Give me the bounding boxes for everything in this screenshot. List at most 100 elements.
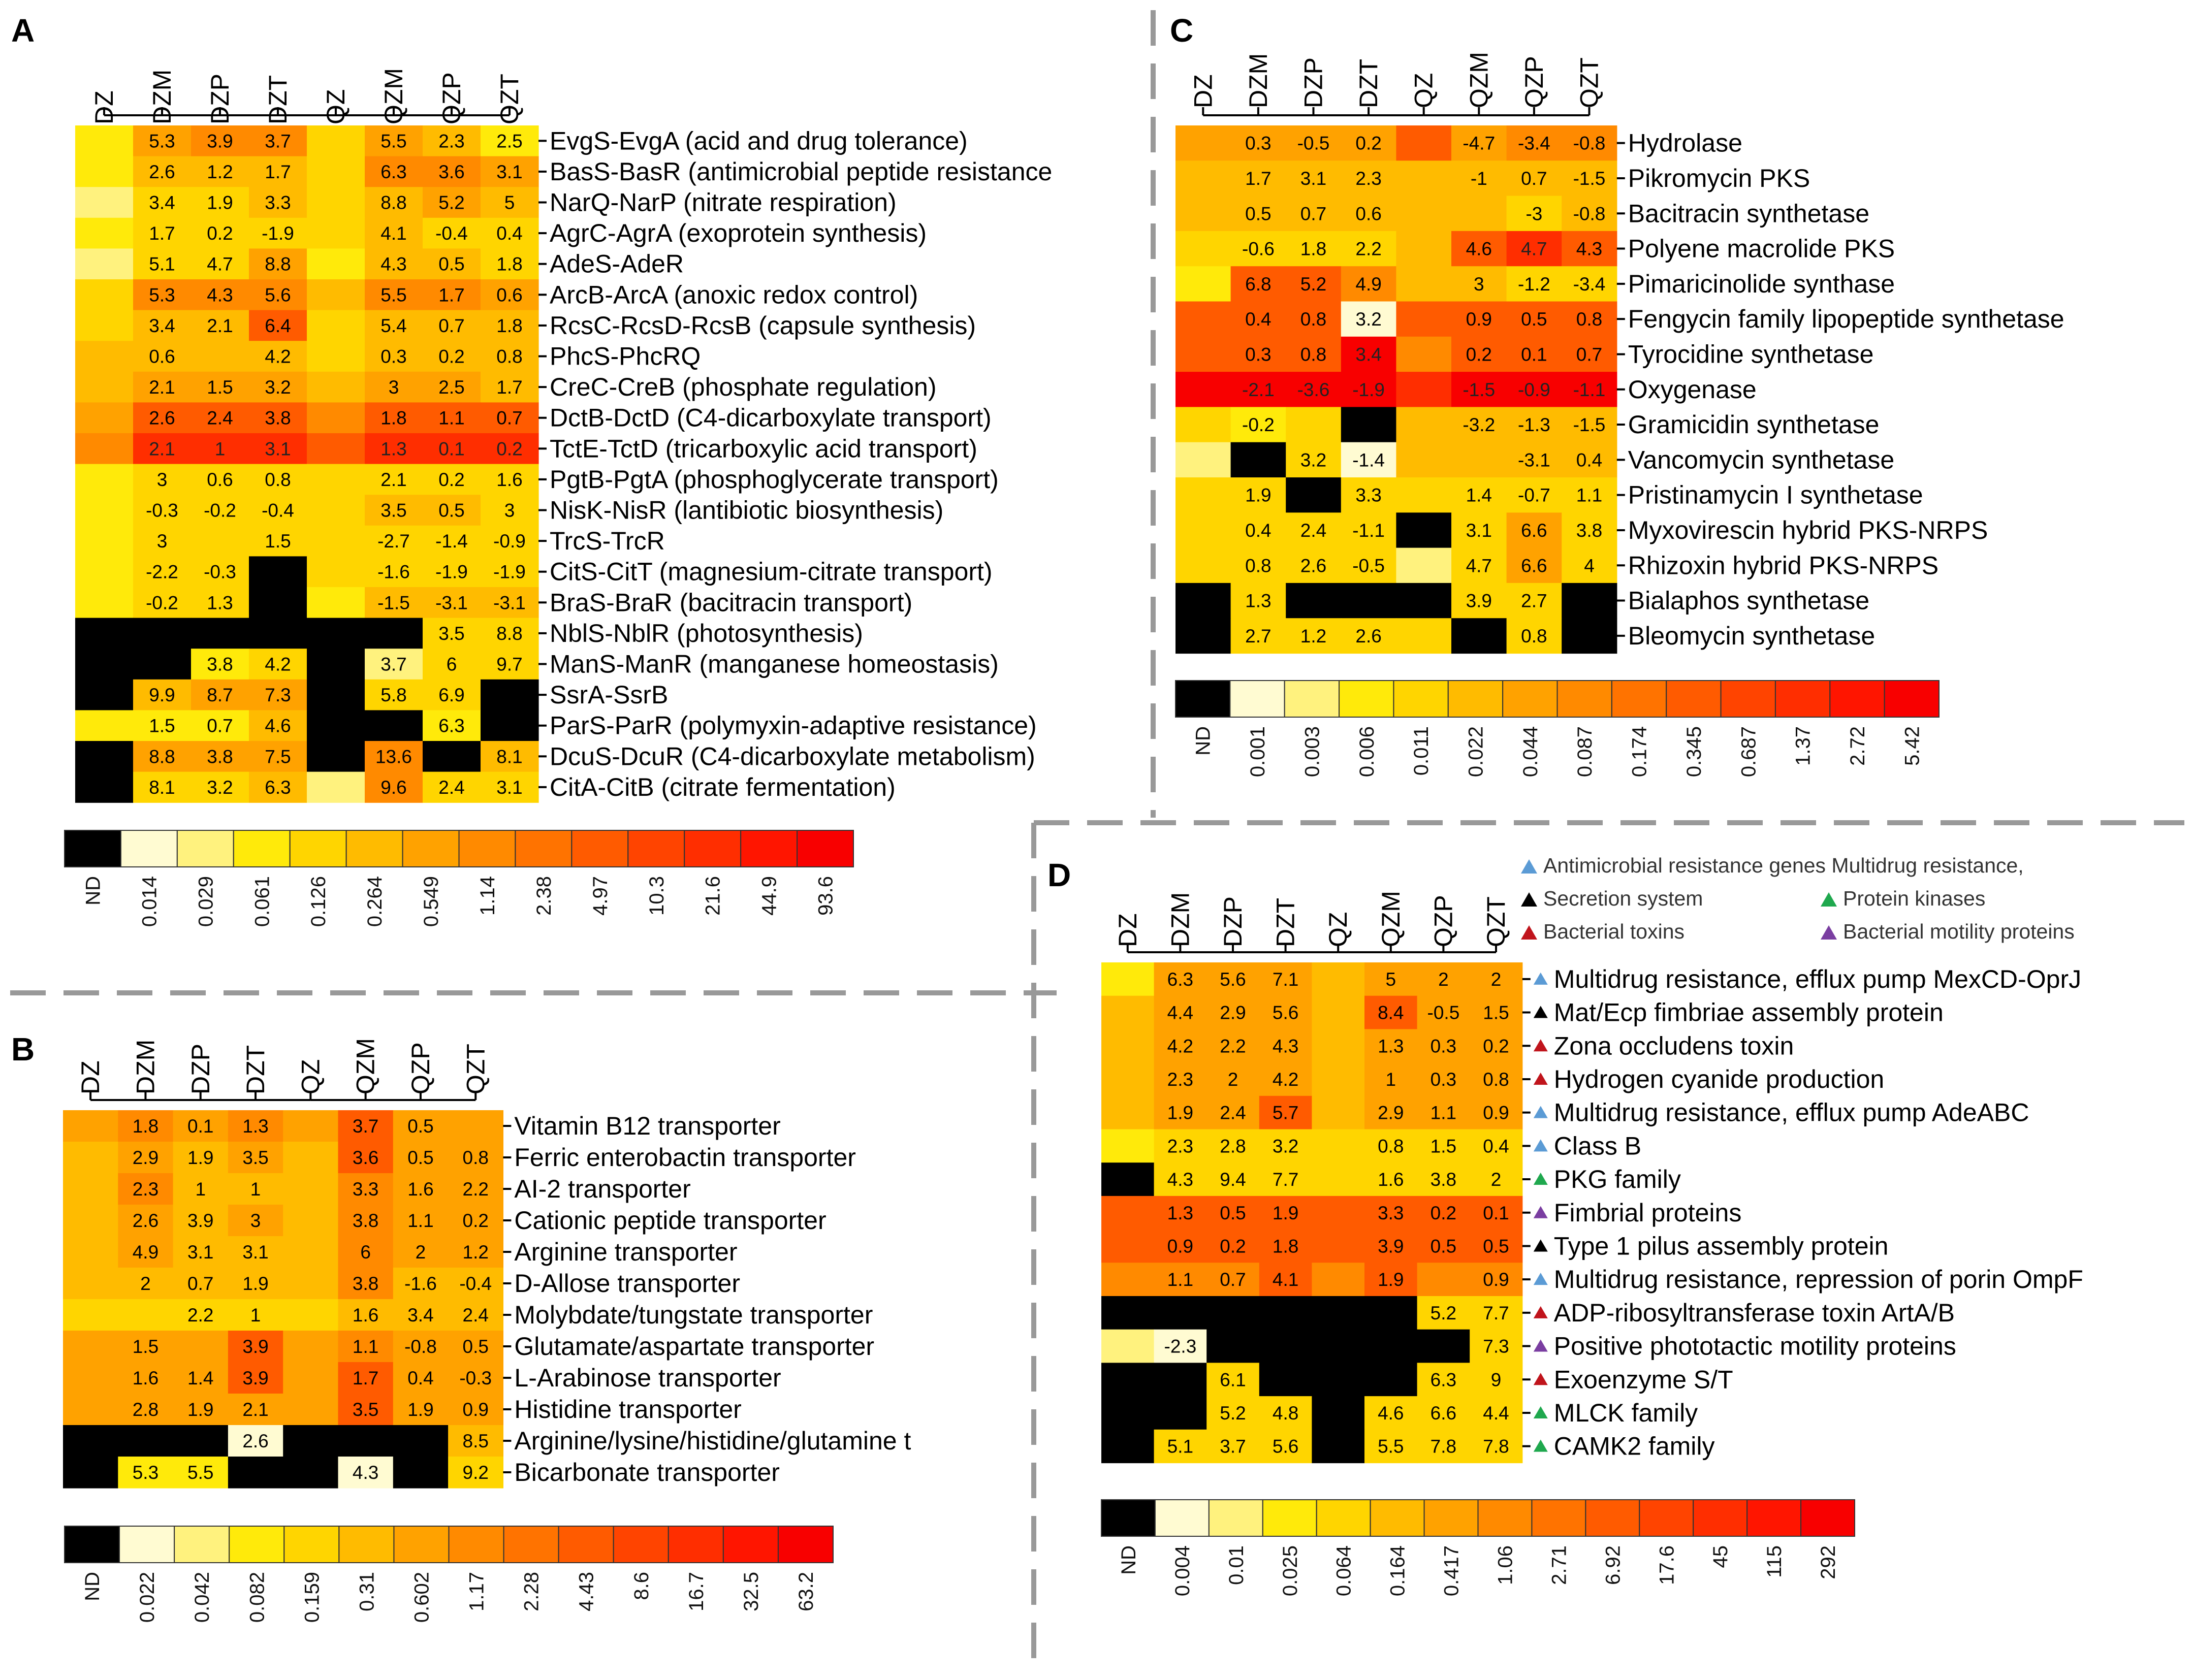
cell-value: -2.7	[377, 531, 410, 552]
cell-value: -1	[1471, 168, 1487, 189]
heatmap-cell	[307, 187, 365, 218]
legend-swatch	[1316, 1499, 1371, 1537]
heatmap-cell	[63, 1394, 118, 1426]
heatmap-cell	[365, 341, 423, 372]
heatmap-cell	[283, 1299, 339, 1331]
heatmap-cell	[1562, 125, 1617, 161]
cell-value: 4	[1584, 555, 1595, 576]
heatmap-cell	[1396, 196, 1452, 232]
heatmap-cell	[307, 125, 365, 157]
heatmap-cell	[1470, 1429, 1523, 1464]
heatmap-cell	[118, 1142, 174, 1174]
heatmap-cell	[1175, 231, 1231, 267]
legend-swatch	[1477, 1499, 1533, 1537]
heatmap-cell	[63, 1457, 118, 1489]
cell-value: 1.1	[1431, 1103, 1456, 1123]
heatmap-cell	[307, 741, 365, 772]
heatmap-cell	[1312, 1162, 1365, 1197]
cell-value: -0.7	[1518, 485, 1550, 506]
heatmap-cell	[481, 587, 539, 619]
heatmap-cell	[338, 1362, 394, 1394]
cell-value: 8.4	[1378, 1003, 1404, 1023]
legend-label: 93.6	[815, 876, 837, 916]
row-label: NisK-NisR (lantibiotic biosynthesis)	[550, 496, 943, 525]
heatmap-cell	[481, 741, 539, 772]
heatmap-cell	[249, 371, 307, 403]
heatmap-cell	[448, 1331, 503, 1363]
cell-value: 0.7	[187, 1273, 213, 1294]
cell-value: 0.2	[207, 223, 233, 244]
heatmap-cell	[1175, 583, 1231, 619]
legend-swatch	[1531, 1499, 1586, 1537]
heatmap-cell	[1230, 372, 1286, 407]
cell-value: 1.6	[407, 1179, 433, 1200]
heatmap-cell	[1417, 1429, 1470, 1464]
heatmap-cell	[1206, 1429, 1260, 1464]
cell-value: 1.4	[1466, 485, 1492, 506]
heatmap-cell	[191, 156, 249, 187]
heatmap-cell	[393, 1268, 449, 1300]
cell-value: 0.1	[1483, 1203, 1509, 1223]
heatmap-cell	[63, 1142, 118, 1174]
heatmap-cell	[1470, 1095, 1523, 1130]
heatmap-cell	[448, 1425, 503, 1457]
cell-value: 0.2	[438, 469, 464, 490]
cell-value: 1.8	[1273, 1236, 1298, 1256]
cell-value: 0.2	[1355, 133, 1381, 154]
heatmap-cell	[1286, 442, 1342, 478]
cell-value: 6.6	[1431, 1403, 1456, 1424]
heatmap-cell	[191, 556, 249, 588]
heatmap-cell	[191, 771, 249, 803]
row-label: TrcS-TrcR	[550, 527, 665, 555]
heatmap-cell	[1417, 995, 1470, 1029]
cell-value: -0.2	[1242, 414, 1275, 435]
legend-swatch	[740, 830, 798, 867]
heatmap-cell	[191, 525, 249, 557]
cell-value: 0.8	[1483, 1069, 1509, 1090]
legend-swatch	[1262, 1499, 1317, 1537]
heatmap-cell	[481, 156, 539, 187]
cell-value: 0.8	[1378, 1136, 1404, 1156]
cell-value: -0.5	[1297, 133, 1330, 154]
heatmap-cell	[1206, 1363, 1260, 1397]
heatmap-cell	[448, 1268, 503, 1300]
cell-value: 5.3	[149, 284, 175, 305]
row-label: Cationic peptide transporter	[514, 1206, 826, 1235]
cell-value: 0.5	[1521, 309, 1547, 330]
heatmap-cell	[481, 402, 539, 434]
heatmap-cell	[133, 649, 192, 680]
heatmap-cell	[338, 1299, 394, 1331]
heatmap-cell	[1175, 266, 1231, 302]
heatmap-cell	[118, 1173, 174, 1205]
cell-value: 1.9	[1245, 485, 1271, 506]
heatmap-cell	[133, 710, 192, 741]
cell-value: 0.8	[1245, 555, 1271, 576]
legend-label: ND	[81, 1572, 104, 1601]
cell-value: 1	[195, 1179, 206, 1200]
heatmap-cell	[365, 464, 423, 495]
heatmap-cell	[423, 341, 481, 372]
legend-swatch	[1393, 680, 1449, 718]
cell-value: 1.6	[496, 469, 522, 490]
heatmap-cell	[1312, 1229, 1365, 1263]
cell-value: 1.5	[1431, 1136, 1456, 1156]
heatmap-cell	[448, 1173, 503, 1205]
cell-value: 2	[1491, 969, 1502, 990]
cell-value: 1.9	[187, 1147, 213, 1168]
cell-value: -1.9	[435, 562, 468, 583]
heatmap-cell	[191, 310, 249, 341]
heatmap-cell	[75, 371, 134, 403]
cell-value: 3.3	[353, 1179, 378, 1200]
heatmap-cell	[1259, 1229, 1312, 1263]
legend-label: 2.28	[521, 1572, 543, 1611]
cell-value: 6.4	[265, 315, 291, 336]
cell-value: 1.9	[407, 1399, 433, 1420]
legend-swatch	[289, 830, 347, 867]
heatmap-cell	[338, 1331, 394, 1363]
legend-label: 0.687	[1737, 726, 1760, 777]
cell-value: 1.5	[265, 531, 291, 552]
legend-swatch	[1585, 1499, 1640, 1537]
heatmap-cell	[1259, 1095, 1312, 1130]
cell-value: 2.9	[1220, 1003, 1246, 1023]
cell-value: 6.3	[438, 716, 464, 736]
